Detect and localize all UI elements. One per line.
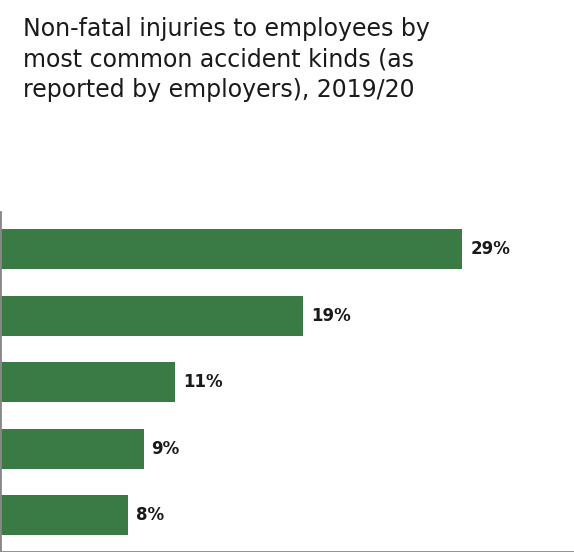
Text: 19%: 19% bbox=[311, 306, 351, 325]
Bar bbox=[0, 495, 127, 535]
Bar bbox=[0, 362, 176, 402]
Text: 9%: 9% bbox=[152, 440, 180, 458]
Bar bbox=[0, 229, 463, 269]
Text: Non-fatal injuries to employees by
most common accident kinds (as
reported by em: Non-fatal injuries to employees by most … bbox=[23, 17, 430, 102]
Text: 8%: 8% bbox=[135, 506, 164, 524]
Text: 29%: 29% bbox=[470, 240, 510, 258]
Bar bbox=[0, 295, 303, 336]
Text: 11%: 11% bbox=[183, 373, 223, 391]
Bar bbox=[0, 429, 144, 469]
